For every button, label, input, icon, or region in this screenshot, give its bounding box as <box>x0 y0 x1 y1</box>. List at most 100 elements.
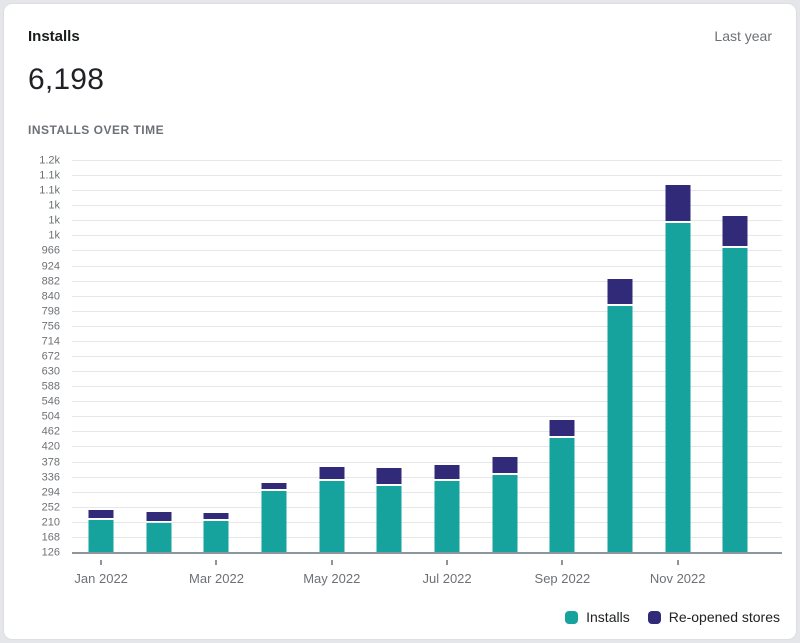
bar-oct-2022[interactable] <box>607 161 633 553</box>
period-label: Last year <box>714 28 772 44</box>
reopened-stores-swatch-icon <box>647 610 661 624</box>
x-axis-label: Nov 2022 <box>649 571 706 586</box>
y-axis-tick-label: 882 <box>41 275 60 288</box>
gridline <box>72 250 782 252</box>
y-axis-tick-label: 546 <box>41 395 60 408</box>
y-axis-tick-label: 1.2k <box>39 154 60 167</box>
legend-label-installs: Installs <box>586 609 630 625</box>
installs-segment[interactable] <box>261 490 287 553</box>
x-axis-label: May 2022 <box>303 571 361 586</box>
total-installs-value: 6,198 <box>28 63 105 96</box>
bar-sep-2022[interactable] <box>549 161 575 553</box>
installs-segment[interactable] <box>203 521 229 553</box>
gridline <box>72 506 782 508</box>
x-axis-line <box>72 552 782 554</box>
legend-item-reopened-stores: Re-opened stores <box>647 609 780 625</box>
y-axis-tick-label: 630 <box>41 365 60 378</box>
x-axis-tick <box>330 560 333 565</box>
reopened-stores-segment[interactable] <box>607 278 633 305</box>
reopened-stores-segment[interactable] <box>319 466 345 479</box>
gridline <box>72 310 782 312</box>
y-axis-tick-label: 840 <box>41 290 60 303</box>
plot-area: Jan 2022 Mar 2022 May 2022 Jul 2022 Sep 2022… <box>72 160 782 586</box>
gridline <box>72 235 782 237</box>
y-axis-tick-label: 756 <box>41 320 60 333</box>
bar-apr-2022[interactable] <box>261 161 287 553</box>
reopened-stores-segment[interactable] <box>434 464 460 480</box>
gridline <box>72 461 782 463</box>
gridline <box>72 476 782 478</box>
y-axis-tick-label: 798 <box>41 305 60 318</box>
y-axis-tick-label: 504 <box>41 410 60 423</box>
x-axis-label: Mar 2022 <box>189 571 244 586</box>
y-axis-tick-label: 420 <box>41 440 60 453</box>
gridline <box>72 190 782 192</box>
card-title: Installs <box>28 28 80 45</box>
installs-swatch-icon <box>565 610 579 624</box>
x-axis-tick <box>215 560 218 565</box>
gridline <box>72 220 782 222</box>
gridline <box>72 371 782 373</box>
installs-segment[interactable] <box>722 248 748 553</box>
bar-nov-2022[interactable] <box>665 161 691 553</box>
installs-over-time-chart: 126 168 210 252 294 336 378 420 462 504 546 588 630 6… <box>4 154 796 594</box>
reopened-stores-segment[interactable] <box>549 420 575 437</box>
installs-segment[interactable] <box>376 486 402 553</box>
gridline <box>72 446 782 448</box>
gridline <box>72 536 782 538</box>
x-axis-tick <box>676 560 679 565</box>
reopened-stores-segment[interactable] <box>665 185 691 222</box>
reopened-stores-segment[interactable] <box>492 456 518 474</box>
y-axis-tick-label: 126 <box>41 546 60 559</box>
y-axis-tick-label: 966 <box>41 244 60 257</box>
installs-segment[interactable] <box>549 438 575 553</box>
installs-segment[interactable] <box>146 522 172 553</box>
installs-segment[interactable] <box>492 475 518 553</box>
bar-mar-2022[interactable] <box>203 161 229 553</box>
installs-segment[interactable] <box>434 481 460 553</box>
legend-item-installs: Installs <box>565 609 630 625</box>
reopened-stores-segment[interactable] <box>146 511 172 521</box>
bar-jul-2022[interactable] <box>434 161 460 553</box>
gridline <box>72 205 782 207</box>
bar-jun-2022[interactable] <box>376 161 402 553</box>
legend-label-reopened-stores: Re-opened stores <box>668 609 780 625</box>
reopened-stores-segment[interactable] <box>261 483 287 489</box>
gridline <box>72 340 782 342</box>
bar-may-2022[interactable] <box>319 161 345 553</box>
y-axis-tick-label: 588 <box>41 380 60 393</box>
reopened-stores-segment[interactable] <box>203 513 229 520</box>
gridline <box>72 265 782 267</box>
installs-segment[interactable] <box>665 223 691 553</box>
y-axis-tick-label: 924 <box>41 260 60 273</box>
y-axis-labels: 126 168 210 252 294 336 378 420 462 504 546 588 630 6… <box>4 155 60 558</box>
card-header: Installs Last year <box>4 4 796 45</box>
y-axis-tick-label: 1k <box>48 229 60 242</box>
gridline <box>72 431 782 433</box>
gridline <box>72 521 782 523</box>
reopened-stores-segment[interactable] <box>376 468 402 485</box>
installs-segment[interactable] <box>607 306 633 553</box>
bar-feb-2022[interactable] <box>146 161 172 553</box>
gridline <box>72 491 782 493</box>
reopened-stores-segment[interactable] <box>88 510 114 518</box>
gridline <box>72 175 782 177</box>
bar-dec-2022[interactable] <box>722 161 748 553</box>
x-axis-label: Jan 2022 <box>74 571 128 586</box>
y-axis-tick-label: 1k <box>48 199 60 212</box>
section-title: INSTALLS OVER TIME <box>28 123 165 137</box>
y-axis-tick-label: 336 <box>41 471 60 484</box>
x-axis-tick <box>561 560 564 565</box>
installs-segment[interactable] <box>88 519 114 553</box>
bar-jan-2022[interactable] <box>88 161 114 553</box>
reopened-stores-segment[interactable] <box>722 215 748 247</box>
y-axis-tick-label: 1.1k <box>39 184 60 197</box>
installs-segment[interactable] <box>319 480 345 553</box>
x-axis-label: Sep 2022 <box>534 571 591 586</box>
gridline <box>72 280 782 282</box>
y-axis-tick-label: 210 <box>41 516 60 529</box>
bar-aug-2022[interactable] <box>492 161 518 553</box>
gridline <box>72 160 782 161</box>
y-axis-tick-label: 462 <box>41 425 60 438</box>
y-axis-tick-label: 1k <box>48 214 60 227</box>
